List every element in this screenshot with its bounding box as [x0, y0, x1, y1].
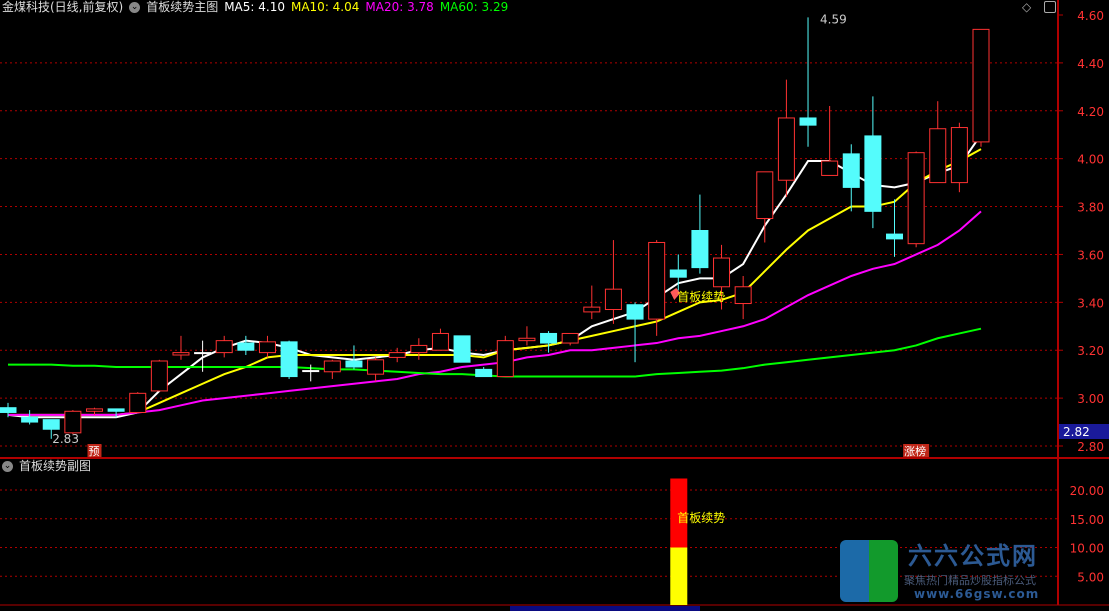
candle-body — [345, 360, 363, 368]
candle-body — [302, 370, 320, 373]
candle-body — [237, 342, 255, 351]
candle-body — [886, 233, 904, 240]
candle-body — [107, 408, 125, 412]
panel-toggle-icon[interactable] — [1044, 1, 1056, 13]
candle-body — [756, 171, 774, 220]
candle-body — [410, 344, 428, 354]
rank-marker-bg — [903, 444, 930, 457]
stock-title: 金煤科技(日线,前复权) — [2, 0, 124, 14]
ma-line-ma60 — [8, 327, 982, 378]
chart-tools: ◇ — [1022, 0, 1056, 14]
candle-body — [129, 392, 147, 413]
pre-marker-bg — [87, 444, 102, 457]
candle-body — [0, 407, 17, 413]
candle-body — [64, 410, 82, 434]
ma-line-ma5 — [7, 134, 982, 419]
y-tick-label: 4.40 — [1077, 57, 1104, 71]
candle-body — [194, 352, 212, 355]
main-chart-header: 金煤科技(日线,前复权) ⌄ 首板续势主图 MA5: 4.10 MA10: 4.04 MA… — [2, 0, 514, 16]
ma20-value: MA20: 3.78 — [365, 0, 434, 14]
candle-body — [367, 359, 385, 375]
sub-y-tick-label: 15.00 — [1070, 513, 1104, 527]
indicator-name[interactable]: 首板续势主图 — [146, 0, 219, 14]
candle-body — [42, 419, 60, 430]
pre-marker: 预 — [88, 445, 99, 458]
collapse-circle-icon[interactable]: ⌄ — [129, 2, 141, 13]
y-tick-label: 3.00 — [1077, 392, 1104, 406]
candle-body — [583, 306, 601, 313]
candle-body — [777, 117, 795, 181]
candle-body — [540, 332, 558, 344]
sub-y-tick-label: 5.00 — [1077, 570, 1104, 584]
candle-body — [648, 241, 666, 320]
signal-label: 首板续势 — [677, 290, 725, 304]
low-price-label: 2.83 — [52, 432, 79, 446]
candle-body — [950, 127, 968, 184]
candle-body — [258, 341, 276, 354]
gem-signal-icon — [670, 288, 681, 300]
sub-signal-label: 首板续势 — [677, 511, 725, 525]
signal-bar-segment — [670, 478, 688, 548]
candle-body — [907, 152, 925, 245]
logo-subtitle: 聚焦热门精品炒股指标公式 — [904, 574, 1036, 587]
candle-body — [215, 340, 233, 354]
candle-body — [475, 368, 493, 378]
candle-body — [561, 332, 579, 344]
candle-body — [864, 135, 882, 212]
y-tick-label: 3.60 — [1077, 248, 1104, 262]
ma5-value: MA5: 4.10 — [224, 0, 285, 14]
candle-body — [691, 230, 709, 269]
last-price-tag-bg — [1059, 424, 1109, 439]
watermark-logo: 六六公式网 聚焦热门精品炒股指标公式 www.66gsw.com — [838, 540, 1048, 602]
candle-body — [626, 304, 644, 320]
candle-body — [842, 153, 860, 188]
candle-body — [323, 360, 341, 373]
signal-bar-segment — [670, 547, 688, 605]
logo-title: 六六公式网 — [908, 542, 1038, 570]
logo-mark-icon — [840, 540, 898, 602]
candle-body — [453, 335, 471, 363]
candle-body — [669, 269, 687, 278]
sub-chart-header: ⌄ 首板续势副图 — [2, 459, 97, 475]
candle-body — [431, 332, 449, 351]
candle-body — [972, 28, 990, 143]
candle-body — [929, 128, 947, 184]
sub-y-tick-label: 10.00 — [1070, 542, 1104, 556]
y-tick-label: 4.20 — [1077, 105, 1104, 119]
candle-body — [388, 352, 406, 358]
high-price-label: 4.59 — [820, 12, 847, 26]
ma-line-ma10 — [8, 148, 982, 416]
ma-line-ma20 — [8, 210, 982, 416]
diamond-icon[interactable]: ◇ — [1022, 0, 1032, 14]
y-tick-label: 4.00 — [1077, 153, 1104, 167]
last-price-tag: 2.82 — [1063, 425, 1090, 439]
y-tick-label: 3.40 — [1077, 296, 1104, 310]
candle-body — [734, 286, 752, 305]
y-tick-label: 2.80 — [1077, 440, 1104, 454]
sub-y-tick-label: 20.00 — [1070, 484, 1104, 498]
rank-marker: 涨榜 — [904, 444, 926, 458]
candle-body — [821, 160, 839, 176]
status-box — [510, 606, 700, 611]
ma10-value: MA10: 4.04 — [290, 0, 360, 14]
logo-url: www.66gsw.com — [914, 587, 1040, 601]
candle-body — [172, 352, 190, 356]
candle-body — [713, 257, 731, 288]
candle-body — [496, 340, 514, 378]
candle-body — [799, 117, 817, 126]
candle-body — [604, 288, 622, 311]
candle-body — [518, 337, 536, 342]
y-tick-label: 3.20 — [1077, 344, 1104, 358]
y-tick-label: 4.60 — [1077, 9, 1104, 23]
candle-body — [150, 360, 168, 392]
sub-indicator-name[interactable]: 首板续势副图 — [19, 459, 92, 473]
collapse-circle-icon[interactable]: ⌄ — [2, 461, 13, 472]
y-tick-label: 3.80 — [1077, 201, 1104, 215]
candle-body — [85, 408, 103, 412]
candle-body — [280, 341, 298, 378]
candle-body — [21, 416, 39, 423]
ma60-value: MA60: 3.29 — [439, 0, 509, 14]
